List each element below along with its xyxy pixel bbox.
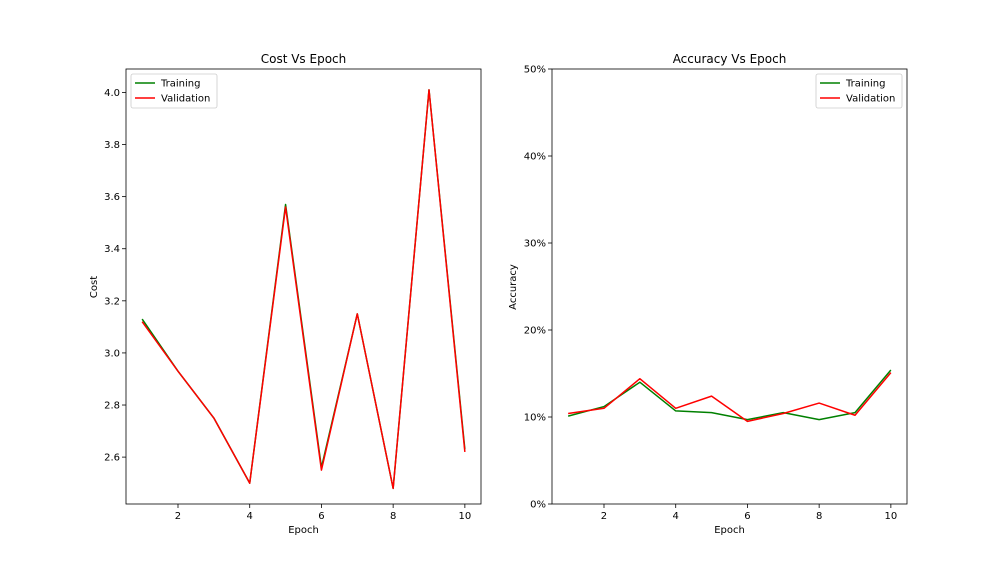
accuracy-ytick-label: 0% <box>530 500 546 511</box>
cost-ytick-label: 3.6 <box>104 192 120 203</box>
accuracy-plot-frame <box>551 68 908 505</box>
cost-ytick-label: 4.0 <box>104 88 120 99</box>
cost-ytick-label: 3.8 <box>104 140 120 151</box>
accuracy-xtick-label: 4 <box>673 511 679 522</box>
accuracy-xtick-label: 2 <box>601 511 607 522</box>
accuracy-xtick-label: 8 <box>816 511 822 522</box>
cost-xtick-label: 2 <box>175 511 181 522</box>
cost-ytick-label: 2.6 <box>104 453 120 464</box>
accuracy-ytick-label: 40% <box>524 152 546 163</box>
cost-ytick-label: 3.0 <box>104 348 120 359</box>
accuracy-chart-xlabel: Epoch <box>714 525 745 536</box>
accuracy-chart-ylabel: Accuracy <box>508 264 519 310</box>
cost-plot-area: 2 4 6 8 10 2.6 2.8 3.0 3.2 3.4 3.6 3.8 4.0 <box>104 88 471 522</box>
accuracy-ytick-label: 10% <box>524 413 546 424</box>
cost-chart-ylabel: Cost <box>89 276 100 298</box>
cost-legend-label: Training <box>160 79 200 90</box>
cost-ytick-label: 3.2 <box>104 296 120 307</box>
cost-series-line-validation <box>141 89 466 490</box>
accuracy-xtick-label: 6 <box>744 511 750 522</box>
cost-chart-title: Cost Vs Epoch <box>261 52 347 66</box>
accuracy-legend-label: Training <box>845 79 885 90</box>
accuracy-legend: Training Validation <box>815 73 903 109</box>
cost-xtick-label: 4 <box>247 511 253 522</box>
accuracy-series-line-validation <box>568 372 892 423</box>
cost-xtick-label: 8 <box>390 511 396 522</box>
cost-xtick-label: 10 <box>458 511 471 522</box>
cost-ytick-label: 3.4 <box>104 244 120 255</box>
cost-ytick-label: 2.8 <box>104 401 120 412</box>
cost-plot-frame <box>125 68 482 505</box>
accuracy-ytick-label: 20% <box>524 326 546 337</box>
accuracy-plot-area: 2 4 6 8 10 0% 10% 20% 30% 40% 50% <box>524 65 897 523</box>
accuracy-chart: Accuracy Vs Epoch Epoch Accuracy 2 4 6 8 10 0… <box>508 52 908 536</box>
accuracy-legend-label: Validation <box>846 94 895 105</box>
cost-legend-label: Validation <box>161 94 210 105</box>
cost-xtick-label: 6 <box>318 511 324 522</box>
accuracy-chart-title: Accuracy Vs Epoch <box>673 52 787 66</box>
accuracy-xtick-label: 10 <box>884 511 897 522</box>
cost-chart: Cost Vs Epoch Epoch Cost 2 4 6 8 10 2.6 2.8 3.0… <box>89 52 482 536</box>
cost-legend: Training Validation <box>130 73 218 109</box>
accuracy-ytick-label: 30% <box>524 239 546 250</box>
cost-chart-xlabel: Epoch <box>288 525 319 536</box>
accuracy-ytick-label: 50% <box>524 65 546 76</box>
